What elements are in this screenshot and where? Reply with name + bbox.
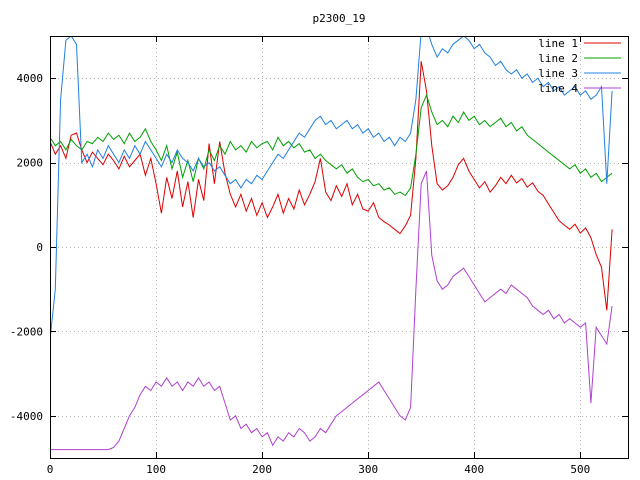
series-line-3 — [50, 36, 613, 340]
x-tick-label: 200 — [252, 463, 272, 476]
legend-label: line 3 — [538, 67, 578, 80]
y-tick-label: -2000 — [10, 325, 43, 338]
y-tick-label: -4000 — [10, 410, 43, 423]
legend-label: line 4 — [538, 82, 578, 95]
x-tick-label: 500 — [570, 463, 590, 476]
legend: line 1 line 2 line 3 line 4 — [538, 37, 621, 95]
chart-title: p2300_19 — [313, 12, 366, 25]
x-tick-label: 400 — [464, 463, 484, 476]
series-group — [50, 36, 613, 451]
series-line-1 — [50, 61, 613, 311]
axis-ticks — [50, 36, 628, 458]
series-line-4 — [50, 170, 613, 451]
x-tick-label: 300 — [358, 463, 378, 476]
legend-label: line 1 — [538, 37, 578, 50]
y-tick-label: 0 — [36, 241, 43, 254]
grid — [50, 36, 628, 458]
series-line-2 — [50, 93, 613, 197]
y-tick-label: 4000 — [17, 72, 44, 85]
x-tick-label: 100 — [146, 463, 166, 476]
y-tick-label: 2000 — [17, 157, 44, 170]
x-tick-label: 0 — [47, 463, 54, 476]
axis-labels: 0 100 200 300 400 500 -4000 -2000 0 2000 4000 — [10, 72, 590, 476]
legend-label: line 2 — [538, 52, 578, 65]
